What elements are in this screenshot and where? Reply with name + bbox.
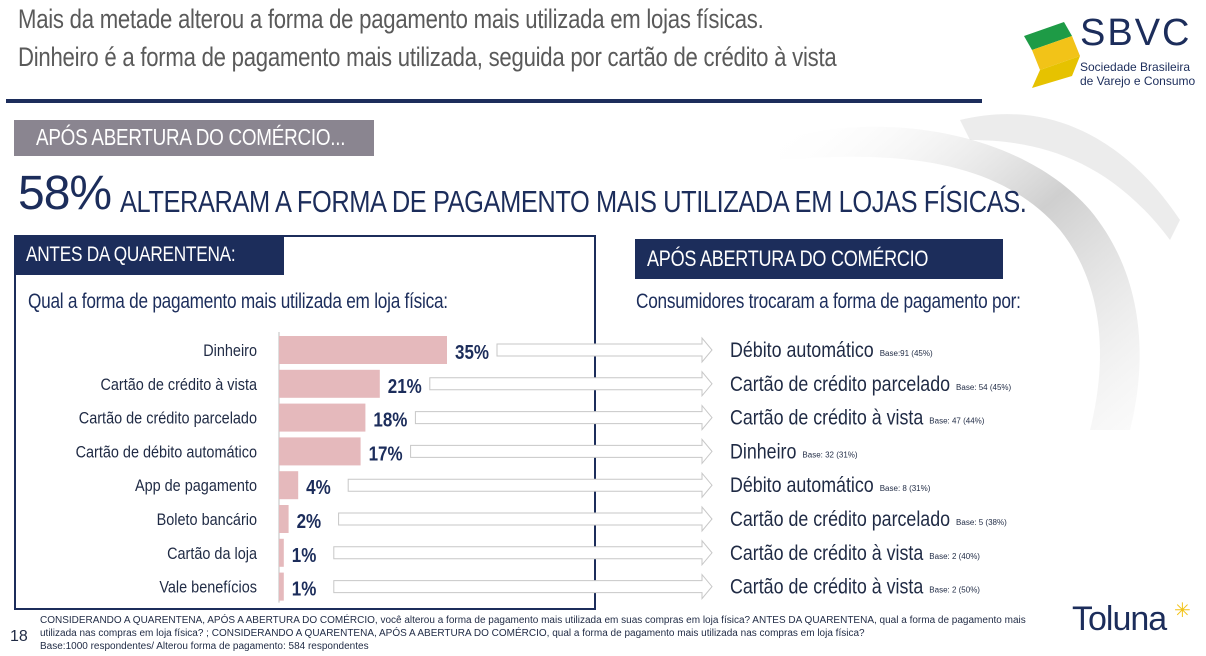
switched-to-label: Cartão de crédito à vista — [730, 575, 923, 599]
logo-subtitle-1: Sociedade Brasileira — [1080, 60, 1191, 74]
section-banner-label: APÓS ABERTURA DO COMÉRCIO... — [36, 124, 346, 150]
value-label: 2% — [297, 510, 322, 533]
sbvc-logo-icon — [1024, 22, 1080, 88]
change-arrow-icon — [338, 505, 713, 533]
value-label: 35% — [455, 341, 489, 364]
change-arrow-icon — [347, 471, 713, 499]
switched-to-label: Cartão de crédito parcelado — [730, 508, 950, 532]
category-label: Cartão da loja — [167, 545, 257, 563]
switched-to-base: Base: 2 (40%) — [929, 552, 980, 561]
section-banner: APÓS ABERTURA DO COMÉRCIO... — [14, 120, 374, 156]
change-arrow-icon — [333, 539, 713, 567]
value-label: 1% — [292, 577, 317, 600]
value-label: 18% — [373, 408, 407, 431]
value-label: 1% — [292, 543, 317, 566]
switched-to-base: Base: 8 (31%) — [880, 484, 931, 493]
category-label: Cartão de crédito parcelado — [79, 410, 257, 428]
before-quarantine-header-label: ANTES DA QUARENTENA: — [26, 243, 236, 266]
title-line-1: Mais da metade alterou a forma de pagame… — [18, 4, 764, 34]
after-opening-header: APÓS ABERTURA DO COMÉRCIO — [635, 239, 1003, 279]
value-label: 21% — [388, 374, 422, 397]
bar — [279, 369, 380, 398]
footnote: CONSIDERANDO A QUARENTENA, APÓS A ABERTU… — [40, 614, 1060, 653]
switched-to-base: Base: 32 (31%) — [802, 450, 857, 459]
logo-subtitle-2: de Varejo e Consumo — [1080, 74, 1196, 88]
category-label: App de pagamento — [135, 477, 257, 495]
bar — [279, 572, 284, 601]
before-question: Qual a forma de pagamento mais utilizada… — [28, 290, 448, 313]
bar — [279, 538, 284, 567]
toluna-logo: Toluna — [1072, 600, 1167, 638]
switched-to-base: Base: 5 (38%) — [956, 518, 1007, 527]
bar — [279, 403, 366, 432]
before-quarantine-header: ANTES DA QUARENTENA: — [14, 235, 284, 275]
logo-letters: SBVC — [1080, 12, 1192, 54]
after-opening-header-label: APÓS ABERTURA DO COMÉRCIO — [647, 246, 929, 271]
page-number: 18 — [10, 628, 28, 645]
switched-to-label: Cartão de crédito parcelado — [730, 372, 950, 396]
title-line-2: Dinheiro é a forma de pagamento mais uti… — [18, 42, 837, 72]
category-label: Dinheiro — [203, 342, 257, 360]
switched-to-label: Dinheiro — [730, 440, 797, 464]
footnote-line-2: utilizada nas compras em loja física? ; … — [40, 628, 865, 639]
category-label: Boleto bancário — [157, 511, 258, 529]
bar — [279, 471, 299, 500]
change-arrow-icon — [410, 438, 713, 465]
change-arrow-icon — [414, 404, 713, 431]
bar — [279, 336, 447, 364]
switched-to-label: Débito automático — [730, 339, 874, 363]
change-arrow-icon — [333, 573, 713, 600]
after-question: Consumidores trocaram a forma de pagamen… — [636, 290, 1021, 313]
value-label: 4% — [306, 476, 331, 499]
value-label: 17% — [369, 442, 403, 465]
decorative-swoosh — [780, 114, 1180, 430]
title-divider — [6, 99, 982, 103]
category-label: Vale benefícios — [159, 579, 257, 597]
switched-to-label: Débito automático — [730, 474, 874, 498]
change-arrow-icon — [496, 336, 713, 364]
switched-to-base: Base: 47 (44%) — [929, 417, 984, 426]
footnote-line-1: CONSIDERANDO A QUARENTENA, APÓS A ABERTU… — [40, 615, 1026, 626]
switched-to-base: Base: 54 (45%) — [956, 383, 1011, 392]
switched-to-label: Cartão de crédito à vista — [730, 541, 923, 565]
switched-to-base: Base:91 (45%) — [880, 349, 933, 358]
switched-to-base: Base: 2 (50%) — [929, 586, 980, 595]
category-label: Cartão de débito automático — [76, 443, 258, 461]
bar — [279, 505, 289, 533]
sparkle-icon: ✳ — [1174, 600, 1191, 622]
footnote-line-3: Base:1000 respondentes/ Alterou forma de… — [40, 641, 369, 652]
headline-percentage: 58% — [18, 167, 112, 220]
category-label: Cartão de crédito à vista — [100, 376, 257, 394]
switched-to-label: Cartão de crédito à vista — [730, 406, 923, 430]
headline-text: ALTERARAM A FORMA DE PAGAMENTO MAIS UTIL… — [120, 184, 1027, 219]
bar — [279, 437, 361, 466]
change-arrow-icon — [429, 370, 713, 398]
